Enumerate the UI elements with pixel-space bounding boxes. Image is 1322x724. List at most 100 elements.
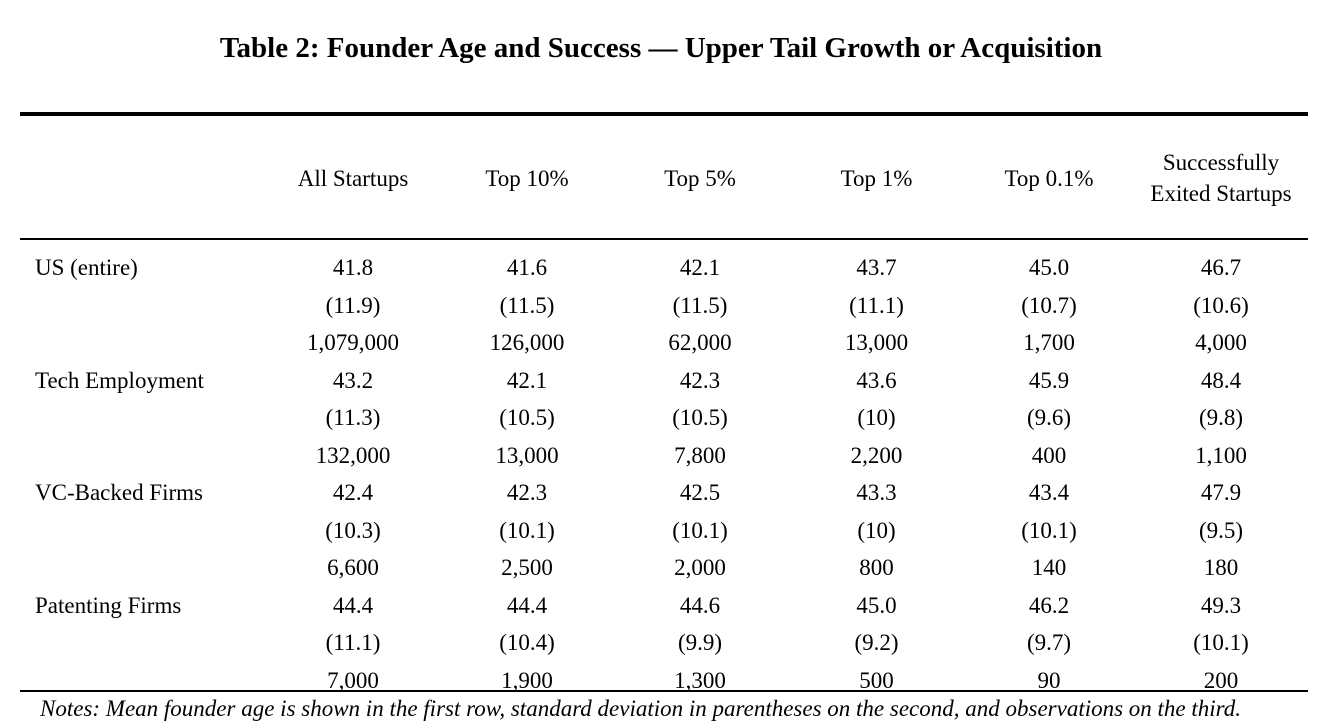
table-cell: 13,000 <box>844 330 909 355</box>
column-header: Successfully Exited Startups <box>1150 150 1292 206</box>
table-cell: 41.8 <box>332 255 374 280</box>
mean-row: Patenting Firms 44.4 44.4 44.6 45.0 46.2 49.3 <box>20 587 1308 625</box>
table-cell: 49.3 <box>1200 592 1242 618</box>
table-cell: 44.4 <box>332 592 374 618</box>
table-cell: 13,000 <box>495 442 559 468</box>
empty-label-cell <box>20 287 263 325</box>
table-cell: (9.9) <box>677 630 723 655</box>
table-cell: 43.3 <box>856 480 897 505</box>
table-title: Table 2: Founder Age and Success — Upper… <box>219 32 1103 64</box>
table-cell: 42.1 <box>679 255 721 280</box>
table-cell: 1,700 <box>1023 330 1075 355</box>
table-cell: 42.1 <box>506 367 548 393</box>
table-cell: (11.5) <box>672 292 728 318</box>
empty-label-cell <box>20 399 263 437</box>
table-cell: 43.7 <box>856 255 897 280</box>
table-cell: 46.2 <box>1028 592 1070 618</box>
table-cell: 43.4 <box>1028 480 1070 505</box>
table-cell: (9.5) <box>1198 517 1244 543</box>
table-cell: 45.0 <box>1028 255 1070 280</box>
table-cell: (11.5) <box>499 292 555 318</box>
table-cell: 42.3 <box>506 480 548 505</box>
table-cell: 42.3 <box>679 367 721 393</box>
table-cell: 62,000 <box>668 330 732 355</box>
column-header: Top 10% <box>485 165 569 191</box>
row-label-header <box>20 116 263 240</box>
sd-row: (11.3) (10.5) (10.5) (10) (9.6) (9.8) <box>20 399 1308 437</box>
table-cell: 45.9 <box>1028 367 1070 393</box>
table-cell: 140 <box>1031 555 1067 580</box>
table-cell: (11.1) <box>849 292 904 318</box>
table-cell: 132,000 <box>315 442 391 468</box>
table-cell: 2,200 <box>850 442 903 468</box>
table-cell: 41.6 <box>506 255 548 280</box>
table-cell: 43.2 <box>332 367 374 393</box>
table-cell: (10.3) <box>325 517 381 543</box>
table-cell: (10.7) <box>1021 292 1077 318</box>
table-cell: 42.4 <box>332 480 374 505</box>
results-table: All Startups Top 10% Top 5% Top 1% Top 0… <box>20 116 1308 699</box>
obs-row: 132,000 13,000 7,800 2,200 400 1,100 <box>20 437 1308 475</box>
table-cell: 180 <box>1203 555 1239 580</box>
table-cell: 1,300 <box>674 667 726 693</box>
group-label: VC-Backed Firms <box>35 480 204 505</box>
table-cell: 1,100 <box>1195 442 1247 468</box>
table-cell: (10.1) <box>1021 517 1077 543</box>
table-cell: (10.5) <box>672 405 728 430</box>
table-cell: (11.9) <box>325 292 381 318</box>
table-cell: (10.6) <box>1193 292 1249 318</box>
top-rule <box>20 112 1308 116</box>
group-label: US (entire) <box>35 255 138 280</box>
header-row: All Startups Top 10% Top 5% Top 1% Top 0… <box>20 116 1308 240</box>
table-cell: 7,000 <box>327 667 379 693</box>
table-cell: 44.4 <box>506 592 548 618</box>
obs-row: 1,079,000 126,000 62,000 13,000 1,700 4,000 <box>20 324 1308 362</box>
obs-row: 6,600 2,500 2,000 800 140 180 <box>20 549 1308 587</box>
table-cell: 90 <box>1037 667 1061 693</box>
column-header: Top 0.1% <box>1004 165 1094 191</box>
table-cell: (10.4) <box>499 630 555 655</box>
table-cell: (9.7) <box>1026 630 1072 655</box>
table-cell: 500 <box>859 667 894 693</box>
table-cell: 47.9 <box>1200 480 1242 505</box>
table-cell: (10) <box>857 517 896 543</box>
table-cell: 2,000 <box>674 555 726 580</box>
header-rule <box>20 238 1308 240</box>
empty-label-cell <box>20 324 263 362</box>
table-cell: 1,079,000 <box>307 330 399 355</box>
obs-row: 7,000 1,900 1,300 500 90 200 <box>20 662 1308 700</box>
table-cell: (10) <box>857 405 896 430</box>
column-header: Top 5% <box>664 165 736 191</box>
table-cell: (11.3) <box>325 405 381 430</box>
table-cell: (9.8) <box>1198 405 1244 430</box>
table-cell: 43.6 <box>856 367 897 393</box>
table-cell: 126,000 <box>489 330 565 355</box>
table-cell: 46.7 <box>1200 255 1242 280</box>
table-cell: 45.0 <box>856 592 897 618</box>
table-cell: 44.6 <box>679 592 721 618</box>
table-cell: (10.5) <box>499 405 555 430</box>
table-notes: Notes: Mean founder age is shown in the … <box>40 696 1242 721</box>
table-cell: 4,000 <box>1195 330 1247 355</box>
mean-row: US (entire) 41.8 41.6 42.1 43.7 45.0 46.7 <box>20 240 1308 287</box>
table-cell: (10.1) <box>499 517 555 543</box>
empty-label-cell <box>20 512 263 550</box>
table-cell: 42.5 <box>679 480 721 505</box>
column-header: All Startups <box>297 165 409 191</box>
table-cell: 1,900 <box>501 667 553 693</box>
sd-row: (11.9) (11.5) (11.5) (11.1) (10.7) (10.6) <box>20 287 1308 325</box>
table-cell: 48.4 <box>1200 367 1242 393</box>
bottom-rule <box>20 690 1308 692</box>
empty-label-cell <box>20 549 263 587</box>
table-cell: 2,500 <box>501 555 553 580</box>
empty-label-cell <box>20 624 263 662</box>
sd-row: (11.1) (10.4) (9.9) (9.2) (9.7) (10.1) <box>20 624 1308 662</box>
table-cell: 6,600 <box>327 555 379 580</box>
table-cell: (11.1) <box>325 630 381 655</box>
table-cell: 400 <box>1031 442 1067 468</box>
mean-row: Tech Employment 43.2 42.1 42.3 43.6 45.9 48.4 <box>20 362 1308 400</box>
table-cell: 800 <box>859 555 894 580</box>
mean-row: VC-Backed Firms 42.4 42.3 42.5 43.3 43.4 47.9 <box>20 474 1308 512</box>
table-cell: (9.6) <box>1026 405 1072 430</box>
table-cell: 7,800 <box>674 442 726 468</box>
